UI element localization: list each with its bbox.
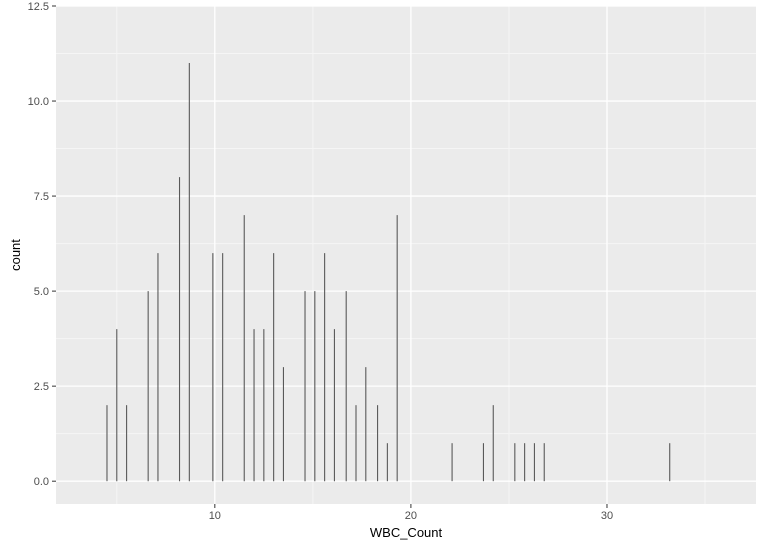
grid-minor [56, 6, 756, 504]
y-tick-label: 10.0 [28, 96, 49, 108]
x-axis-title: WBC_Count [370, 525, 443, 540]
y-tick-label: 7.5 [34, 191, 49, 203]
bars [106, 63, 671, 482]
y-axis-title: count [8, 239, 23, 271]
y-axis: 0.0 2.5 5.0 7.5 10.0 12.5 [28, 1, 56, 488]
grid-major [56, 5, 756, 504]
x-tick-label: 10 [209, 510, 221, 522]
y-tick-label: 0.0 [34, 476, 49, 488]
x-tick-label: 20 [405, 510, 417, 522]
plot-panel [56, 6, 756, 504]
x-tick-label: 30 [601, 510, 613, 522]
y-tick-label: 2.5 [34, 381, 49, 393]
x-axis: 10 20 30 [209, 504, 613, 522]
y-tick-label: 5.0 [34, 286, 49, 298]
y-tick-label: 12.5 [28, 1, 49, 13]
